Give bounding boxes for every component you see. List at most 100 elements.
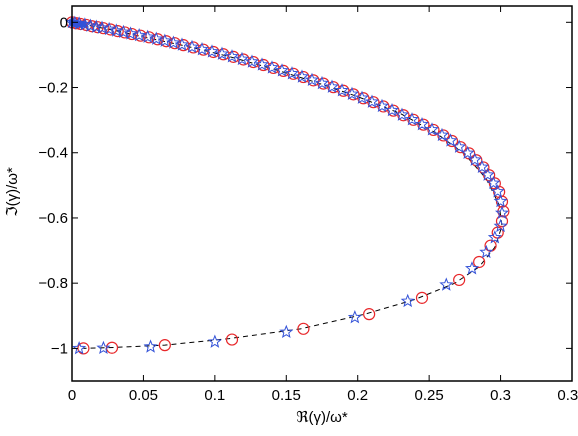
star-point (102, 21, 117, 36)
star-point (234, 51, 250, 66)
star-point (464, 261, 480, 275)
circle-point (453, 273, 466, 287)
star-point (194, 42, 210, 56)
star-point (143, 339, 158, 353)
star-point (493, 218, 508, 233)
circle-point (427, 123, 440, 137)
star-point (414, 117, 430, 131)
x-tick-label: 0.3 (490, 387, 511, 404)
circle-point (445, 134, 459, 148)
y-tick-label: −0.4 (38, 145, 68, 162)
star-point (224, 49, 240, 63)
star-point (132, 27, 147, 42)
x-tick-label: 0.35 (557, 387, 578, 404)
star-point (324, 79, 340, 93)
y-axis-label: ℑ(γ)/ω* (4, 167, 21, 217)
star-point (344, 86, 360, 101)
star-point (254, 57, 270, 71)
star-point (374, 98, 390, 113)
x-tick-label: 0.25 (415, 387, 444, 404)
y-tick-label: −0.2 (38, 80, 68, 97)
star-point (364, 94, 380, 108)
x-tick-label: 0.05 (129, 387, 158, 404)
y-tick-label: 0 (60, 14, 68, 31)
x-tick-label: 0.1 (204, 387, 225, 404)
star-point (394, 107, 410, 121)
y-tick-label: −1 (51, 340, 68, 357)
star-point (214, 46, 230, 60)
star-point (467, 152, 482, 166)
star-point (274, 63, 290, 77)
star-point (334, 83, 350, 97)
star-point (149, 31, 164, 45)
star-point (304, 72, 320, 86)
star-point (400, 293, 415, 308)
x-tick-label: 0 (68, 387, 76, 404)
star-point (157, 33, 172, 47)
circle-point (363, 308, 376, 321)
star-point (443, 133, 458, 147)
star-point (480, 167, 495, 181)
star-point (94, 20, 110, 34)
star-point (494, 205, 510, 220)
star-point (244, 54, 260, 68)
star-point (116, 24, 131, 39)
star-point (166, 35, 181, 49)
x-axis-label: ℜ(γ)/ω* (296, 409, 348, 426)
circle-point (437, 129, 450, 142)
circle-point (454, 141, 467, 154)
star-point (474, 159, 490, 174)
circle-point (397, 109, 410, 122)
circle-point (225, 333, 239, 346)
star-point (384, 102, 400, 117)
circle-point (297, 322, 310, 335)
circle-point (377, 100, 390, 113)
circle-point (387, 104, 400, 117)
circle-point (473, 255, 486, 269)
y-tick-label: −0.6 (38, 210, 68, 227)
star-point (493, 193, 508, 208)
y-tick-label: −0.8 (38, 275, 68, 292)
star-point (109, 23, 124, 37)
square-point (80, 21, 87, 28)
circle-point (417, 118, 430, 131)
star-point (354, 90, 370, 104)
star-point (479, 244, 494, 259)
circle-point (484, 239, 497, 252)
star-point (347, 310, 362, 324)
circle-point (97, 22, 110, 35)
star-point (184, 39, 200, 54)
star-point (424, 122, 440, 136)
star-point (174, 37, 190, 51)
star-point (486, 175, 501, 190)
circle-point (134, 29, 147, 42)
star-point (434, 127, 450, 142)
plot-layer (64, 14, 510, 355)
star-point (490, 184, 505, 198)
star-point (284, 66, 300, 80)
star-point (264, 60, 280, 74)
star-point (439, 277, 454, 291)
star-point (460, 145, 475, 160)
circle-point (415, 291, 429, 304)
x-tick-label: 0.15 (272, 387, 301, 404)
star-point (207, 334, 222, 348)
star-point (140, 29, 155, 43)
circle-point (407, 113, 420, 126)
star-point (279, 324, 294, 339)
circle-point (367, 96, 380, 109)
star-point (404, 112, 420, 126)
plot-frame (71, 5, 573, 382)
star-point (123, 26, 138, 40)
star-point (314, 75, 330, 90)
star-point (96, 340, 111, 355)
star-point (452, 139, 467, 153)
x-tick-label: 0.2 (347, 387, 368, 404)
circle-point (158, 339, 171, 352)
star-point (72, 341, 87, 355)
star-point (204, 44, 220, 58)
star-point (294, 69, 310, 83)
star-point (487, 230, 502, 244)
tick-layer: 0 0.05 0.1 0.15 0.2 0.25 0.3 0.35 0 −0.2 −0.4 −0.6 −… (38, 6, 578, 404)
